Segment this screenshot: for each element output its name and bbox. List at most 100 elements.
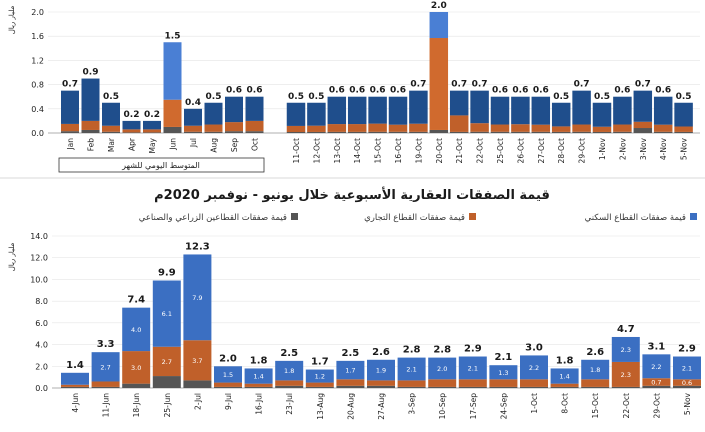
bottom-bar-segment-agri-industrial <box>673 385 701 388</box>
bottom-x-tick-label: 13-Aug <box>316 393 325 420</box>
bottom-x-tick-label: 10-Sep <box>438 393 447 420</box>
bottom-bar-total-label: 4.7 <box>617 324 635 335</box>
top-x-tick-label: Mar <box>107 137 116 152</box>
top-bar-segment-residential <box>613 96 632 125</box>
bottom-segment-label-residential: 2.0 <box>437 365 447 373</box>
bottom-segment-label-residential: 6.1 <box>162 310 172 318</box>
top-bar-value-label: 0.7 <box>635 80 651 90</box>
top-x-tick-label: 13-Oct <box>333 138 342 163</box>
top-bar-segment-agri-industrial <box>592 131 612 133</box>
top-bar-segment-residential <box>429 12 449 39</box>
top-bar-segment-residential <box>490 96 510 125</box>
bottom-segment-label-residential: 1.4 <box>559 373 569 381</box>
top-bar-segment-commercial <box>572 124 591 132</box>
bottom-segment-label-commercial: 0.7 <box>651 379 661 387</box>
bottom-bar-segment-agri-industrial <box>275 385 304 388</box>
bottom-bar-segment-commercial <box>489 379 518 387</box>
top-bar-value-label: 2.0 <box>431 1 447 11</box>
bottom-bar-total-label: 3.3 <box>97 339 115 350</box>
top-bar-value-label: 0.7 <box>574 80 590 90</box>
top-bar-segment-agri-industrial <box>102 131 120 133</box>
bottom-bar-segment-agri-industrial <box>214 386 242 388</box>
bottom-bar-segment-agri-industrial <box>183 380 212 388</box>
weekly-chart: قيمة الصفقات العقارية الأسبوعية خلال يون… <box>8 186 701 420</box>
bottom-segment-label-residential: 1.3 <box>498 369 508 377</box>
top-bar-segment-agri-industrial <box>143 132 161 133</box>
bottom-bar-segment-commercial <box>428 379 457 387</box>
top-bar-value-label: 1.5 <box>165 31 181 41</box>
top-bar-value-label: 0.4 <box>185 98 201 108</box>
bottom-segment-label-residential: 4.0 <box>131 326 141 334</box>
top-bar-segment-residential <box>449 90 469 116</box>
top-x-tick-label: 27-Oct <box>537 138 546 163</box>
bottom-x-tick-label: 9-Jul <box>224 393 233 410</box>
top-bar-segment-residential <box>286 102 306 126</box>
bottom-segment-label-residential: 1.8 <box>284 367 294 375</box>
top-bar-value-label: 0.6 <box>614 86 630 96</box>
bottom-bar-segment-residential <box>275 360 304 381</box>
top-bar-segment-agri-industrial <box>470 131 489 133</box>
bottom-bar-segment-commercial <box>61 384 89 387</box>
bottom-bar-segment-residential <box>550 368 579 384</box>
top-bar-segment-residential <box>122 120 141 130</box>
top-bar-segment-agri-industrial <box>388 131 408 133</box>
top-x-tick-label: 25-Oct <box>496 138 505 163</box>
legend-label-agri-industrial: قيمة صفقات القطاعين الزراعي والصناعي <box>139 213 287 223</box>
top-bar-segment-agri-industrial <box>184 131 202 133</box>
top-bar-segment-commercial <box>81 120 100 130</box>
top-x-tick-label: 29-Oct <box>578 138 587 163</box>
top-bar-segment-commercial <box>551 126 571 132</box>
top-bar-value-label: 0.5 <box>103 92 119 102</box>
bottom-bar-total-label: 2.5 <box>280 348 298 359</box>
top-bar-segment-commercial <box>592 126 612 132</box>
bottom-segment-label-residential: 2.3 <box>621 346 631 354</box>
bottom-segment-label-residential: 2.7 <box>100 363 110 371</box>
bottom-bar-total-label: 1.8 <box>250 355 268 366</box>
bottom-bar-total-label: 3.0 <box>525 342 543 353</box>
top-bar-segment-residential <box>81 78 100 121</box>
top-x-tick-label: 2-Nov <box>618 137 627 160</box>
bottom-bar-total-label: 2.6 <box>372 347 390 358</box>
bottom-x-tick-label: 11-Jun <box>102 393 111 418</box>
monthly-average-label: المتوسط اليومي للشهر <box>121 161 200 170</box>
bottom-y-tick-label: 14.0 <box>30 232 48 241</box>
bottom-segment-label-commercial: 2.3 <box>621 371 631 379</box>
bottom-y-tick-label: 2.0 <box>35 362 48 371</box>
bottom-bar-segment-agri-industrial <box>367 385 395 388</box>
bottom-bar-segment-residential <box>611 336 640 362</box>
top-x-tick-label: 22-Oct <box>476 138 485 163</box>
top-bar-segment-commercial <box>368 123 387 132</box>
bottom-bar-segment-residential <box>581 359 610 380</box>
bottom-bar-segment-commercial <box>397 380 426 387</box>
bottom-x-tick-label: 27-Aug <box>377 393 386 420</box>
top-bar-segment-commercial <box>347 124 367 132</box>
top-bar-value-label: 0.7 <box>410 80 426 90</box>
bottom-bar-segment-residential <box>520 355 548 380</box>
top-x-tick-label: Jan <box>66 138 75 151</box>
top-bar-value-label: 0.7 <box>472 80 488 90</box>
bottom-x-tick-label: 20-Aug <box>346 393 355 420</box>
top-bar-segment-agri-industrial <box>81 129 100 133</box>
bottom-x-tick-label: 22-Oct <box>622 393 631 418</box>
top-bar-value-label: 0.6 <box>349 86 365 96</box>
bottom-segment-label-residential: 1.7 <box>345 367 355 375</box>
top-x-tick-label: 5-Nov <box>680 137 689 160</box>
top-bar-segment-residential <box>674 102 693 127</box>
top-bar-segment-commercial <box>307 125 326 132</box>
top-bar-segment-commercial <box>245 120 264 132</box>
top-bar-segment-agri-industrial <box>307 131 326 133</box>
top-bar-segment-agri-industrial <box>347 131 367 133</box>
bottom-y-axis-label: مليار ريال <box>8 243 16 272</box>
top-x-tick-label: May <box>148 137 157 153</box>
top-x-tick-label: Aug <box>210 138 219 153</box>
bottom-bar-segment-commercial <box>91 381 120 387</box>
top-bar-value-label: 0.5 <box>308 92 324 102</box>
top-bar-segment-agri-industrial <box>409 131 428 133</box>
bottom-segment-label-residential: 1.5 <box>223 371 233 379</box>
top-y-tick-label: 1.6 <box>31 32 44 41</box>
bottom-bar-segment-agri-industrial <box>550 386 579 388</box>
bottom-segment-label-residential: 2.2 <box>651 363 661 371</box>
bottom-x-tick-label: 17-Sep <box>469 393 478 420</box>
top-x-tick-label: 4-Nov <box>659 137 668 160</box>
